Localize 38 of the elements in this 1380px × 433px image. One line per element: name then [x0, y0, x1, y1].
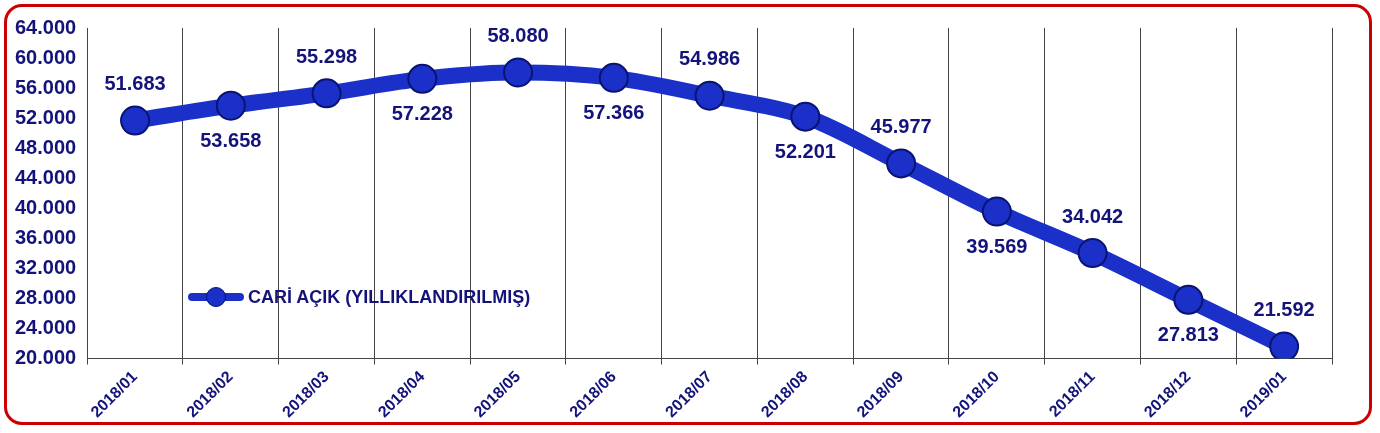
data-label: 51.683	[104, 72, 166, 95]
y-tick-label: 20.000	[15, 346, 77, 369]
data-label: 21.592	[1253, 298, 1315, 321]
point	[1173, 284, 1204, 315]
y-tick-label: 44.000	[15, 165, 77, 188]
point	[598, 62, 629, 93]
data-label: 54.986	[679, 47, 741, 70]
y-tick-label: 64.000	[15, 15, 77, 38]
point	[790, 101, 821, 132]
point	[120, 105, 151, 136]
data-label: 27.813	[1157, 323, 1219, 346]
data-label: 57.228	[391, 102, 453, 125]
y-tick-label: 32.000	[15, 255, 77, 278]
y-tick-label: 48.000	[15, 135, 77, 158]
y-tick-label: 28.000	[15, 285, 77, 308]
data-label: 53.658	[200, 129, 262, 152]
point	[215, 90, 246, 121]
point	[1269, 331, 1300, 359]
point	[694, 80, 725, 111]
y-tick-label: 36.000	[15, 225, 77, 248]
y-tick-label: 56.000	[15, 75, 77, 98]
data-label: 55.298	[295, 44, 358, 67]
data-label: 45.977	[870, 114, 932, 137]
y-tick-label: 40.000	[15, 195, 77, 218]
point	[407, 63, 438, 94]
data-label: 52.201	[774, 140, 836, 163]
data-label: 57.366	[583, 101, 645, 124]
point	[311, 78, 342, 109]
data-label: 39.569	[966, 235, 1028, 258]
y-tick-label: 52.000	[15, 105, 77, 128]
data-label: 58.080	[487, 23, 549, 46]
data-label: 34.042	[1062, 204, 1124, 227]
point	[981, 196, 1012, 227]
point	[1077, 238, 1108, 269]
point	[503, 57, 534, 88]
y-tick-label: 24.000	[15, 316, 77, 338]
y-tick-label: 60.000	[15, 45, 77, 68]
point	[886, 148, 917, 179]
